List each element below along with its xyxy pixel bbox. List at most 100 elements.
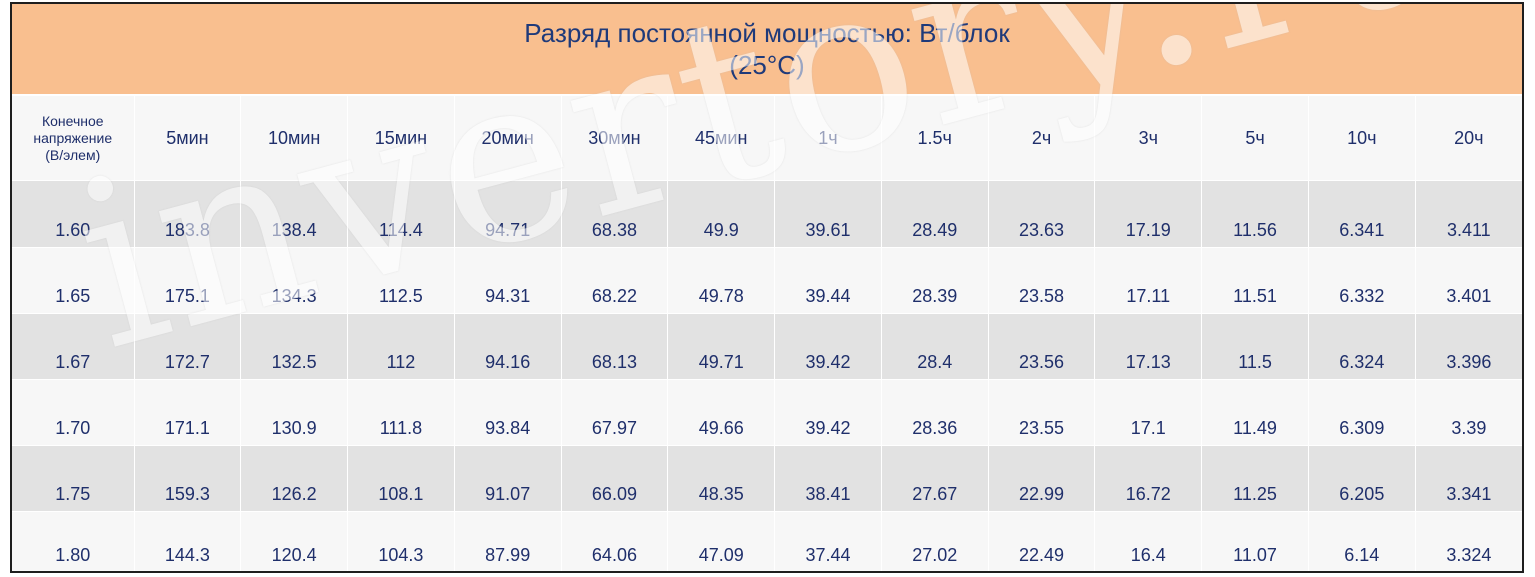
table-body: 1.60 183.8 138.4 114.4 94.71 68.38 49.9 39.61 28… — [12, 180, 1522, 571]
cell-value: 23.56 — [987, 313, 1095, 380]
cell-value: 39.61 — [774, 180, 882, 248]
cell-value: 130.9 — [240, 379, 348, 446]
table-row: 1.65 175.1 134.3 112.5 94.31 68.22 49.78 39.44 2… — [12, 247, 1522, 314]
cell-value: 172.7 — [133, 313, 241, 380]
table-title-row: Разряд постоянной мощностью: Вт/блок (25… — [12, 4, 1522, 96]
header-cutoff-voltage: Конечное напряжение (В/элем) — [12, 95, 134, 181]
cell-value: 138.4 — [240, 180, 348, 248]
header-col: 10мин — [240, 95, 348, 181]
header-col: 2ч — [987, 95, 1095, 181]
cell-value: 6.14 — [1307, 511, 1416, 571]
cell-value: 6.324 — [1307, 313, 1416, 380]
cell-value: 11.51 — [1201, 247, 1309, 314]
cell-value: 11.5 — [1201, 313, 1309, 380]
cell-value: 22.49 — [987, 511, 1095, 571]
cell-value: 3.411 — [1414, 180, 1522, 248]
table-row: 1.60 183.8 138.4 114.4 94.71 68.38 49.9 39.61 28… — [12, 180, 1522, 248]
header-col: 15мин — [347, 95, 455, 181]
cell-value: 17.1 — [1094, 379, 1202, 446]
cell-value: 17.11 — [1094, 247, 1202, 314]
header-col: 5мин — [133, 95, 241, 181]
cell-voltage: 1.80 — [12, 511, 134, 571]
cell-value: 27.02 — [880, 511, 989, 571]
header-col: 20ч — [1414, 95, 1522, 181]
cell-voltage: 1.65 — [12, 247, 134, 314]
cell-value: 144.3 — [133, 511, 241, 571]
header-col: 1.5ч — [880, 95, 989, 181]
cell-value: 112.5 — [347, 247, 455, 314]
header-col: 10ч — [1307, 95, 1416, 181]
cell-value: 134.3 — [240, 247, 348, 314]
cell-value: 49.78 — [667, 247, 775, 314]
cell-value: 22.99 — [987, 445, 1095, 512]
cell-value: 6.205 — [1307, 445, 1416, 512]
cell-value: 49.66 — [667, 379, 775, 446]
header-col: 1ч — [774, 95, 882, 181]
cell-value: 112 — [347, 313, 455, 380]
table-row: 1.67 172.7 132.5 112 94.16 68.13 49.71 39.42 28.… — [12, 313, 1522, 380]
table-row: 1.80 144.3 120.4 104.3 87.99 64.06 47.09 37.44 2… — [12, 511, 1522, 571]
header-col: 30мин — [560, 95, 668, 181]
cell-voltage: 1.70 — [12, 379, 134, 446]
discharge-table: Разряд постоянной мощностью: Вт/блок (25… — [12, 4, 1522, 571]
cell-value: 39.44 — [774, 247, 882, 314]
cell-value: 27.67 — [880, 445, 989, 512]
cell-value: 171.1 — [133, 379, 241, 446]
discharge-table-frame: Разряд постоянной мощностью: Вт/блок (25… — [10, 2, 1524, 573]
cell-value: 3.401 — [1414, 247, 1522, 314]
cell-value: 94.71 — [453, 180, 562, 248]
cell-value: 68.13 — [560, 313, 668, 380]
table-title-line1: Разряд постоянной мощностью: Вт/блок — [524, 18, 1010, 48]
cell-value: 66.09 — [560, 445, 668, 512]
cell-value: 49.9 — [667, 180, 775, 248]
cell-value: 93.84 — [453, 379, 562, 446]
cell-value: 16.4 — [1094, 511, 1202, 571]
cell-value: 48.35 — [667, 445, 775, 512]
cell-value: 37.44 — [774, 511, 882, 571]
cell-value: 3.341 — [1414, 445, 1522, 512]
cell-value: 104.3 — [347, 511, 455, 571]
cell-value: 183.8 — [133, 180, 241, 248]
header-col: 3ч — [1094, 95, 1202, 181]
cell-value: 38.41 — [774, 445, 882, 512]
cell-value: 49.71 — [667, 313, 775, 380]
cell-value: 6.309 — [1307, 379, 1416, 446]
cell-value: 11.07 — [1201, 511, 1309, 571]
cell-value: 11.25 — [1201, 445, 1309, 512]
cell-value: 91.07 — [453, 445, 562, 512]
cell-value: 3.39 — [1414, 379, 1522, 446]
cell-value: 159.3 — [133, 445, 241, 512]
cell-value: 68.22 — [560, 247, 668, 314]
cell-value: 47.09 — [667, 511, 775, 571]
cell-value: 28.4 — [880, 313, 989, 380]
cell-value: 68.38 — [560, 180, 668, 248]
cell-value: 94.31 — [453, 247, 562, 314]
cell-value: 108.1 — [347, 445, 455, 512]
cell-value: 16.72 — [1094, 445, 1202, 512]
cell-value: 3.324 — [1414, 511, 1522, 571]
cell-value: 64.06 — [560, 511, 668, 571]
cell-value: 111.8 — [347, 379, 455, 446]
cell-value: 114.4 — [347, 180, 455, 248]
table-row: 1.75 159.3 126.2 108.1 91.07 66.09 48.35 38.41 2… — [12, 445, 1522, 512]
cell-value: 39.42 — [774, 313, 882, 380]
cell-value: 120.4 — [240, 511, 348, 571]
header-col: 20мин — [453, 95, 562, 181]
cell-value: 132.5 — [240, 313, 348, 380]
cell-value: 11.56 — [1201, 180, 1309, 248]
cell-voltage: 1.75 — [12, 445, 134, 512]
table-title-line2: (25°C) — [729, 50, 805, 80]
cell-value: 23.58 — [987, 247, 1095, 314]
cell-value: 28.39 — [880, 247, 989, 314]
cell-value: 6.341 — [1307, 180, 1416, 248]
cell-value: 87.99 — [453, 511, 562, 571]
table-title: Разряд постоянной мощностью: Вт/блок (25… — [12, 4, 1522, 96]
header-col: 45мин — [667, 95, 775, 181]
cell-voltage: 1.67 — [12, 313, 134, 380]
cell-value: 175.1 — [133, 247, 241, 314]
cell-value: 23.63 — [987, 180, 1095, 248]
cell-value: 67.97 — [560, 379, 668, 446]
cell-value: 17.13 — [1094, 313, 1202, 380]
table-row: 1.70 171.1 130.9 111.8 93.84 67.97 49.66 39.42 2… — [12, 379, 1522, 446]
header-col: 5ч — [1201, 95, 1309, 181]
